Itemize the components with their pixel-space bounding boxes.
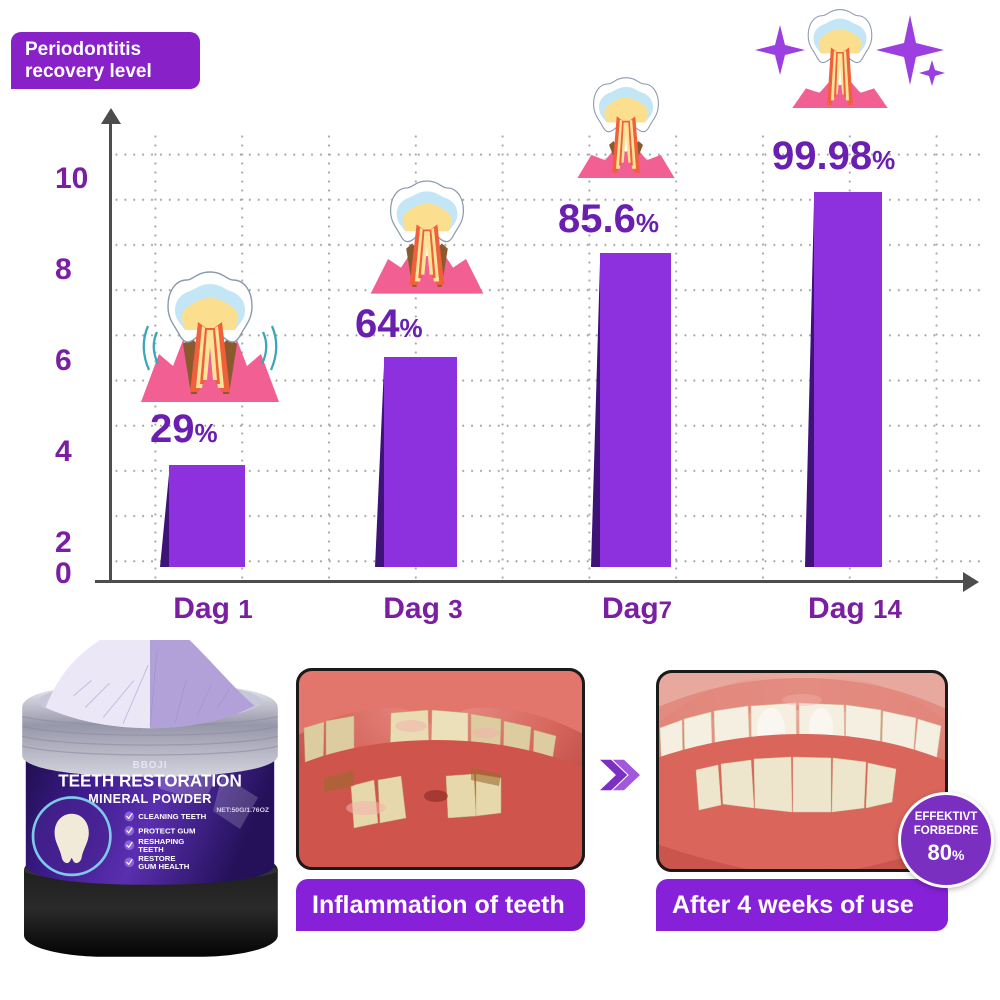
svg-text:TEETH: TEETH bbox=[138, 845, 164, 854]
svg-text:NET:50G/1.76OZ: NET:50G/1.76OZ bbox=[216, 807, 269, 814]
svg-text:MINERAL POWDER: MINERAL POWDER bbox=[88, 792, 212, 806]
svg-text:PROTECT GUM: PROTECT GUM bbox=[138, 827, 195, 836]
svg-text:BBOJI: BBOJI bbox=[133, 760, 168, 771]
svg-text:GUM HEALTH: GUM HEALTH bbox=[138, 862, 189, 871]
svg-text:TEETH RESTORATION: TEETH RESTORATION bbox=[58, 772, 242, 791]
svg-text:CLEANING TEETH: CLEANING TEETH bbox=[138, 812, 206, 821]
